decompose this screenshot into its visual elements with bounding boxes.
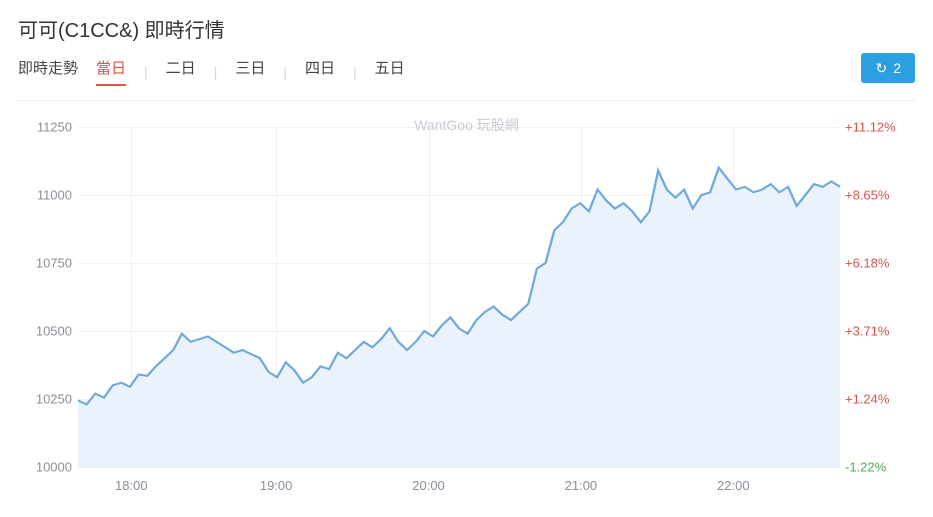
plot-area: 11250 11000 10750 10500 10250 10000 +11.…	[78, 127, 840, 467]
y-axis-label: 11000	[20, 188, 72, 203]
y-axis-pct-label: +3.71%	[845, 324, 913, 339]
page-title: 可可(C1CC&) 即時行情	[18, 14, 915, 43]
x-axis-label: 18:00	[115, 478, 148, 493]
tab-separator: |	[283, 64, 287, 80]
tab-separator: |	[353, 64, 357, 80]
y-axis-label: 10000	[20, 460, 72, 475]
y-axis-pct-label: +1.24%	[845, 392, 913, 407]
tab-4day[interactable]: 四日	[305, 57, 335, 86]
toolbar: 即時走勢 當日 | 二日 | 三日 | 四日 | 五日 ↻ 2	[18, 57, 915, 101]
period-tabs: 即時走勢 當日 | 二日 | 三日 | 四日 | 五日	[18, 57, 915, 86]
tab-realtime[interactable]: 即時走勢	[18, 57, 78, 86]
chart-area: WantGoo 玩股網 11250 11000 10750 10500 1025…	[18, 107, 915, 507]
y-axis-label: 10250	[20, 392, 72, 407]
price-line-chart[interactable]	[78, 127, 840, 467]
x-axis-label: 22:00	[717, 478, 750, 493]
y-axis-label: 10500	[20, 324, 72, 339]
tab-day[interactable]: 當日	[96, 57, 126, 86]
tab-separator: |	[214, 64, 218, 80]
refresh-count: 2	[893, 60, 901, 76]
gridline-horizontal	[78, 467, 840, 468]
x-axis-label: 21:00	[565, 478, 598, 493]
y-axis-pct-label: +11.12%	[845, 120, 913, 135]
refresh-icon: ↻	[875, 61, 887, 75]
tab-2day[interactable]: 二日	[166, 57, 196, 86]
y-axis-label: 10750	[20, 256, 72, 271]
x-axis-label: 19:00	[260, 478, 293, 493]
tab-3day[interactable]: 三日	[235, 57, 265, 86]
y-axis-pct-label: -1.22%	[845, 460, 913, 475]
y-axis-pct-label: +8.65%	[845, 188, 913, 203]
y-axis-pct-label: +6.18%	[845, 256, 913, 271]
refresh-button[interactable]: ↻ 2	[861, 53, 915, 83]
x-axis-label: 20:00	[412, 478, 445, 493]
tab-separator: |	[144, 64, 148, 80]
stock-chart-app: 可可(C1CC&) 即時行情 即時走勢 當日 | 二日 | 三日 | 四日 | …	[0, 0, 933, 517]
y-axis-label: 11250	[20, 120, 72, 135]
tab-5day[interactable]: 五日	[375, 57, 405, 86]
